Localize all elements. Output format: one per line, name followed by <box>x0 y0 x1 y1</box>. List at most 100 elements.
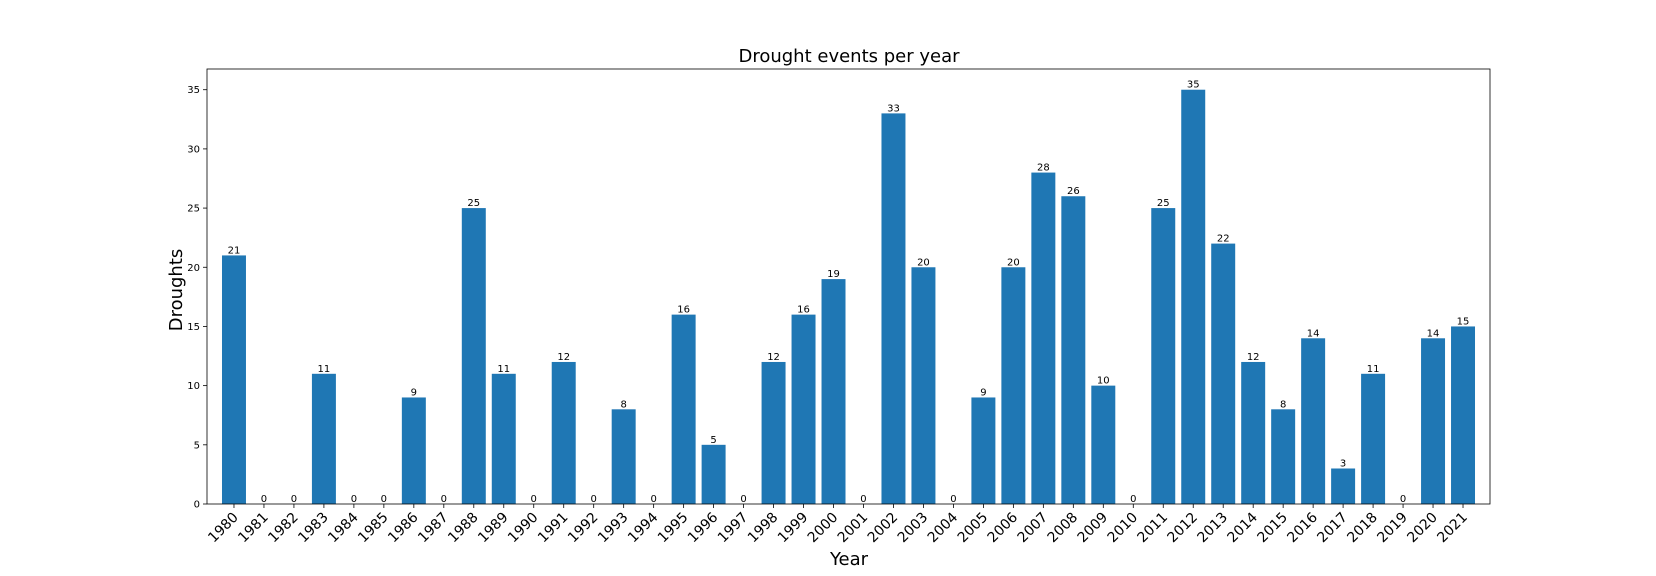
bar-2014 <box>1241 361 1266 504</box>
data-label-1989: 11 <box>497 364 510 375</box>
bar-2012 <box>1181 89 1206 504</box>
data-label-1997: 0 <box>740 494 746 505</box>
data-label-2014: 12 <box>1247 352 1260 363</box>
x-tick-label-2010: 2010 <box>1105 510 1142 547</box>
bar-1989 <box>491 373 516 504</box>
data-label-1984: 0 <box>351 494 357 505</box>
x-tick-label-1984: 1984 <box>325 509 362 546</box>
data-label-2007: 28 <box>1037 163 1050 174</box>
bar-1991 <box>551 361 576 504</box>
data-label-2005: 9 <box>980 387 986 398</box>
data-label-1993: 8 <box>620 399 626 410</box>
x-tick-label-2003: 2003 <box>895 510 932 547</box>
data-label-2001: 0 <box>860 494 866 505</box>
bar-2007 <box>1031 172 1056 505</box>
x-tick-label-2020: 2020 <box>1404 510 1441 547</box>
data-label-1987: 0 <box>441 494 447 505</box>
data-label-2010: 0 <box>1130 494 1136 505</box>
y-axis-label: Droughts <box>166 249 187 332</box>
x-tick-label-1997: 1997 <box>715 510 752 547</box>
data-label-2011: 25 <box>1157 198 1170 209</box>
data-label-2006: 20 <box>1007 257 1020 268</box>
x-tick-label-2005: 2005 <box>955 510 992 547</box>
x-tick-label-2009: 2009 <box>1075 510 1112 547</box>
data-label-2012: 35 <box>1187 80 1200 91</box>
data-label-1988: 25 <box>467 198 480 209</box>
x-tick-label-2001: 2001 <box>835 510 872 547</box>
x-tick-label-1991: 1991 <box>535 510 572 547</box>
data-label-2013: 22 <box>1217 234 1230 245</box>
bar-2006 <box>1001 267 1026 504</box>
x-tick-label-1999: 1999 <box>775 510 812 547</box>
x-tick-label-2015: 2015 <box>1254 510 1291 547</box>
x-tick-label-2007: 2007 <box>1015 510 1052 547</box>
x-tick-label-2011: 2011 <box>1135 510 1172 547</box>
bar-2002 <box>881 113 906 504</box>
x-tick-label-2004: 2004 <box>925 509 962 546</box>
x-tick-label-1998: 1998 <box>745 510 782 547</box>
y-tick-label-35: 35 <box>187 85 200 96</box>
axes-frame <box>206 68 1491 505</box>
x-tick-label-2017: 2017 <box>1314 510 1351 547</box>
x-tick-label-1982: 1982 <box>265 510 302 547</box>
x-tick-label-1989: 1989 <box>475 510 512 547</box>
x-tick-label-1981: 1981 <box>235 510 272 547</box>
bar-2009 <box>1091 385 1116 504</box>
data-label-2004: 0 <box>950 494 956 505</box>
data-label-2008: 26 <box>1067 186 1080 197</box>
data-label-1995: 16 <box>677 305 690 316</box>
data-label-2002: 33 <box>887 103 900 114</box>
data-label-1996: 5 <box>710 435 716 446</box>
y-tick-label-10: 10 <box>187 381 200 392</box>
data-label-1990: 0 <box>531 494 537 505</box>
data-label-2018: 11 <box>1367 364 1380 375</box>
bar-2011 <box>1151 208 1176 504</box>
data-label-2017: 3 <box>1340 458 1346 469</box>
x-tick-label-2012: 2012 <box>1165 510 1202 547</box>
bar-1995 <box>671 314 696 504</box>
bar-1993 <box>611 409 636 504</box>
data-label-1982: 0 <box>291 494 297 505</box>
x-tick-label-2014: 2014 <box>1224 509 1261 546</box>
bar-1988 <box>461 208 486 504</box>
bar-2017 <box>1331 468 1356 504</box>
bar-2021 <box>1451 326 1476 504</box>
data-label-1981: 0 <box>261 494 267 505</box>
data-label-2000: 19 <box>827 269 840 280</box>
y-tick-label-15: 15 <box>187 322 200 333</box>
x-tick-label-1988: 1988 <box>445 510 482 547</box>
bar-1986 <box>401 397 426 504</box>
x-tick-label-1987: 1987 <box>415 510 452 547</box>
data-label-1992: 0 <box>591 494 597 505</box>
data-label-1985: 0 <box>381 494 387 505</box>
y-tick-label-5: 5 <box>194 440 200 451</box>
x-tick-label-2006: 2006 <box>985 509 1022 546</box>
x-tick-label-2019: 2019 <box>1374 510 1411 547</box>
data-label-1986: 9 <box>411 387 417 398</box>
bar-2008 <box>1061 196 1086 504</box>
x-tick-label-1993: 1993 <box>595 510 632 547</box>
x-tick-label-1995: 1995 <box>655 510 692 547</box>
bar-2000 <box>821 279 846 504</box>
x-tick-label-1983: 1983 <box>295 510 332 547</box>
bar-2018 <box>1361 373 1386 504</box>
x-tick-label-2013: 2013 <box>1195 510 1232 547</box>
bar-1996 <box>701 444 726 504</box>
x-tick-label-2000: 2000 <box>805 510 842 547</box>
data-label-1998: 12 <box>767 352 780 363</box>
x-tick-label-1980: 1980 <box>205 510 242 547</box>
data-label-1994: 0 <box>650 494 656 505</box>
x-tick-label-1996: 1996 <box>685 509 722 546</box>
x-tick-label-2018: 2018 <box>1344 510 1381 547</box>
bar-1983 <box>311 373 336 504</box>
data-label-1980: 21 <box>228 245 241 256</box>
x-tick-label-1990: 1990 <box>505 510 542 547</box>
x-tick-label-1985: 1985 <box>355 510 392 547</box>
bar-1980 <box>221 255 246 504</box>
bar-1998 <box>761 361 786 504</box>
data-label-2019: 0 <box>1400 494 1406 505</box>
bar-2013 <box>1211 243 1236 504</box>
data-label-1991: 12 <box>557 352 570 363</box>
